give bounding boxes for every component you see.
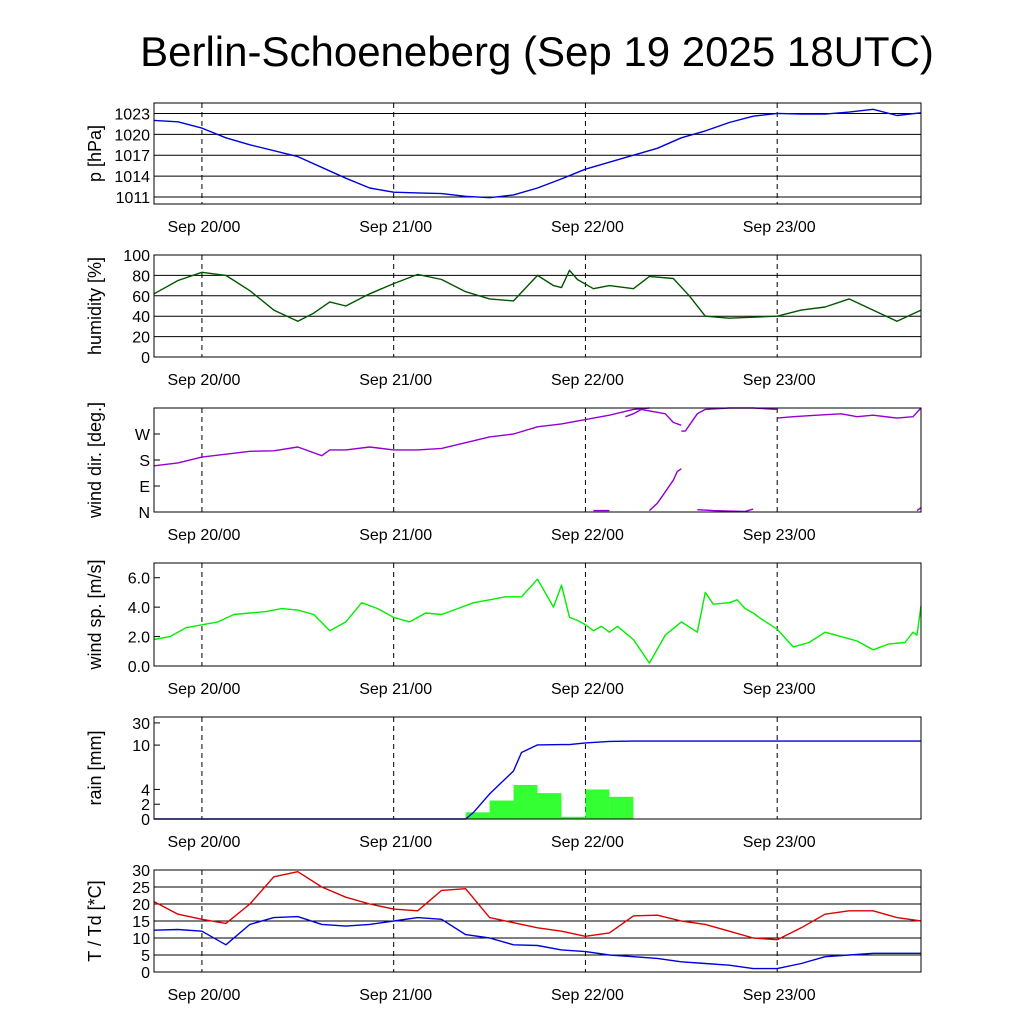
x-tick-label: Sep 23/00 bbox=[743, 372, 816, 389]
x-tick-label: Sep 21/00 bbox=[359, 681, 432, 698]
series-line bbox=[153, 915, 921, 970]
plot-frame bbox=[153, 562, 922, 667]
series-line bbox=[625, 408, 682, 426]
y-tick-label: 1011 bbox=[116, 190, 151, 207]
plot-frame bbox=[153, 716, 922, 820]
series-line bbox=[153, 578, 922, 664]
y-tick-label: 40 bbox=[132, 309, 150, 326]
y-tick-label: 5 bbox=[141, 948, 150, 965]
x-tick-label: Sep 22/00 bbox=[551, 681, 624, 698]
x-tick-label: Sep 20/00 bbox=[167, 834, 240, 851]
y-axis-label: T / Td [*C] bbox=[85, 880, 105, 961]
series-line bbox=[681, 407, 778, 432]
panel-5: 024 10 30 Sep 20/00 Sep 21/00 Sep 22/00 Sep 23… bbox=[85, 716, 922, 851]
y-tick-label: 30 bbox=[132, 716, 150, 733]
y-tick-label: N bbox=[138, 505, 150, 522]
panel-4: 0.0 2.0 4.0 6.0 Sep 20/00 Sep 21/00 Sep 22/00 S… bbox=[85, 559, 922, 698]
x-tick-label: Sep 20/00 bbox=[167, 219, 240, 236]
x-tick-label: Sep 20/00 bbox=[167, 681, 240, 698]
y-tick-label: 1014 bbox=[114, 169, 150, 186]
y-tick-label: 4 bbox=[141, 782, 150, 799]
y-tick-label: 0 bbox=[141, 812, 150, 829]
x-tick-label: Sep 22/00 bbox=[551, 527, 624, 544]
panel-1: 1011 1014 1017 1020 1023 Sep 20/00 Sep 21/00 Se… bbox=[85, 102, 922, 236]
rain-bar bbox=[489, 800, 514, 819]
series-line bbox=[153, 108, 922, 199]
x-tick-label: Sep 20/00 bbox=[167, 372, 240, 389]
plot-frame bbox=[153, 102, 922, 205]
y-tick-label: 10 bbox=[132, 931, 150, 948]
y-tick-label: 2 bbox=[141, 797, 150, 814]
y-tick-label: 60 bbox=[132, 289, 150, 306]
y-tick-label: E bbox=[139, 479, 150, 496]
y-tick-label: 1017 bbox=[114, 148, 150, 165]
x-tick-label: Sep 23/00 bbox=[743, 527, 816, 544]
rain-bar bbox=[537, 793, 562, 819]
y-axis-label: rain [mm] bbox=[85, 730, 105, 805]
series-line bbox=[697, 508, 754, 513]
y-tick-label: W bbox=[135, 427, 151, 444]
x-tick-label: Sep 21/00 bbox=[359, 834, 432, 851]
panel-2: 0 20 40 60 80 100 Sep 20/00 Sep 21/00 Sep 22/00 S… bbox=[85, 248, 922, 389]
x-tick-label: Sep 20/00 bbox=[167, 987, 240, 1004]
y-tick-label: 10 bbox=[132, 738, 150, 755]
chart-title: Berlin-Schoeneberg (Sep 19 2025 18UTC) bbox=[140, 28, 934, 75]
plot-frame bbox=[153, 869, 922, 973]
series-line bbox=[153, 269, 922, 322]
x-tick-label: Sep 21/00 bbox=[359, 987, 432, 1004]
y-tick-label: 0 bbox=[141, 350, 150, 367]
series-line bbox=[777, 407, 922, 419]
plot-frame bbox=[153, 407, 922, 513]
y-tick-label: 20 bbox=[132, 897, 150, 914]
rain-bar bbox=[609, 796, 634, 819]
series-line bbox=[153, 871, 922, 941]
y-axis-label: humidity [%] bbox=[85, 257, 105, 355]
y-tick-label: 0.0 bbox=[128, 659, 150, 676]
x-tick-label: Sep 22/00 bbox=[551, 372, 624, 389]
y-tick-label: S bbox=[139, 453, 150, 470]
x-tick-label: Sep 21/00 bbox=[359, 527, 432, 544]
y-tick-label: 15 bbox=[132, 914, 150, 931]
x-tick-label: Sep 23/00 bbox=[743, 834, 816, 851]
series-line bbox=[916, 507, 922, 512]
y-tick-label: 1023 bbox=[114, 106, 150, 123]
y-axis-label: p [hPa] bbox=[85, 125, 105, 182]
x-tick-label: Sep 21/00 bbox=[359, 219, 432, 236]
x-tick-label: Sep 20/00 bbox=[167, 527, 240, 544]
y-tick-label: 80 bbox=[132, 268, 150, 285]
x-tick-label: Sep 22/00 bbox=[551, 219, 624, 236]
x-tick-label: Sep 21/00 bbox=[359, 372, 432, 389]
series-line bbox=[153, 407, 650, 467]
x-tick-label: Sep 23/00 bbox=[743, 987, 816, 1004]
rain-bar bbox=[561, 816, 586, 819]
y-axis-label: wind dir. [deg.] bbox=[85, 402, 105, 519]
series-line bbox=[154, 740, 921, 820]
rain-bar bbox=[585, 789, 610, 819]
series-line bbox=[648, 468, 682, 512]
y-tick-label: 20 bbox=[132, 330, 150, 347]
y-tick-label: 2.0 bbox=[128, 630, 150, 647]
plot-frame bbox=[153, 254, 922, 358]
y-tick-label: 25 bbox=[132, 880, 150, 897]
y-tick-label: 30 bbox=[132, 863, 150, 880]
x-tick-label: Sep 23/00 bbox=[743, 219, 816, 236]
y-axis-label: wind sp. [m/s] bbox=[85, 559, 105, 670]
y-tick-label: 1020 bbox=[114, 127, 150, 144]
x-tick-label: Sep 22/00 bbox=[551, 987, 624, 1004]
y-tick-label: 100 bbox=[123, 248, 150, 265]
y-tick-label: 4.0 bbox=[128, 600, 150, 617]
y-tick-label: 6.0 bbox=[128, 571, 150, 588]
rain-bar bbox=[465, 812, 490, 819]
x-tick-label: Sep 23/00 bbox=[743, 681, 816, 698]
y-tick-label: 0 bbox=[141, 965, 150, 982]
x-tick-label: Sep 22/00 bbox=[551, 834, 624, 851]
rain-bar bbox=[513, 785, 538, 819]
